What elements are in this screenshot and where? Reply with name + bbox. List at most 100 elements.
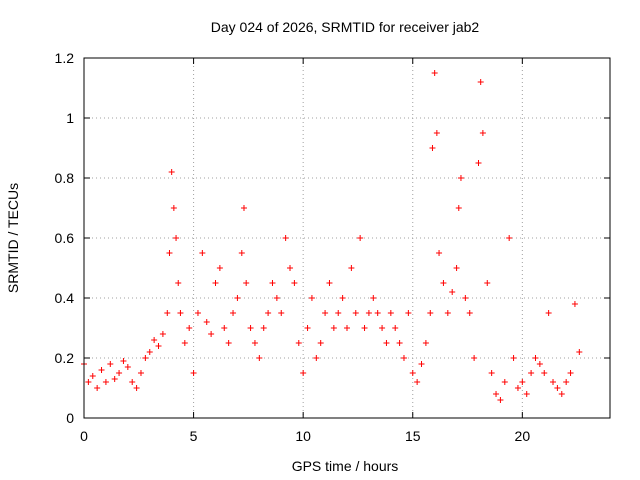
data-point	[177, 310, 184, 316]
data-point	[304, 325, 311, 331]
data-point	[361, 325, 368, 331]
data-point	[137, 370, 144, 376]
data-point	[477, 79, 484, 85]
data-point	[339, 295, 346, 301]
data-point	[409, 370, 416, 376]
data-point	[260, 325, 267, 331]
y-tick-label: 1.2	[55, 50, 75, 66]
grid-layer	[84, 58, 610, 418]
data-point	[203, 319, 210, 325]
data-point	[129, 379, 136, 385]
y-tick-label: 0.2	[55, 350, 75, 366]
data-point	[493, 391, 500, 397]
y-tick-label: 0.6	[55, 230, 75, 246]
data-point	[405, 310, 412, 316]
data-point	[440, 280, 447, 286]
data-point	[554, 385, 561, 391]
data-point	[238, 250, 245, 256]
y-tick-label: 0.4	[55, 290, 75, 306]
data-point	[251, 340, 258, 346]
data-point	[519, 379, 526, 385]
data-point	[348, 265, 355, 271]
data-point	[479, 130, 486, 136]
data-point	[199, 250, 206, 256]
data-point	[240, 205, 247, 211]
data-point	[532, 355, 539, 361]
data-point	[400, 355, 407, 361]
data-point	[155, 343, 162, 349]
data-point	[418, 361, 425, 367]
data-point	[563, 379, 570, 385]
data-point	[124, 364, 131, 370]
data-point	[300, 370, 307, 376]
data-point	[457, 175, 464, 181]
x-tick-label: 5	[190, 428, 198, 444]
data-point	[326, 280, 333, 286]
data-point	[175, 280, 182, 286]
data-point	[89, 373, 96, 379]
data-point	[282, 235, 289, 241]
y-tick-label: 0	[66, 410, 74, 426]
data-point	[352, 310, 359, 316]
data-point	[429, 145, 436, 151]
data-point	[558, 391, 565, 397]
data-point	[269, 280, 276, 286]
data-point	[166, 250, 173, 256]
data-point	[142, 355, 149, 361]
data-point	[98, 367, 105, 373]
data-point	[111, 376, 118, 382]
y-tick-label: 0.8	[55, 170, 75, 186]
data-point	[170, 205, 177, 211]
y-tick-label: 1	[66, 110, 74, 126]
x-axis-label: GPS time / hours	[292, 458, 399, 474]
data-point	[475, 160, 482, 166]
data-point	[471, 355, 478, 361]
y-axis: 0 0.2 0.4 0.6 0.8 1 1.2	[55, 50, 610, 426]
data-point	[392, 325, 399, 331]
data-point	[94, 385, 101, 391]
y-axis-label: SRMTID / TECUs	[5, 183, 21, 293]
data-point	[308, 295, 315, 301]
data-point	[335, 310, 342, 316]
data-point	[234, 295, 241, 301]
data-point	[536, 361, 543, 367]
data-point	[146, 349, 153, 355]
data-point	[523, 391, 530, 397]
data-point	[449, 289, 456, 295]
data-point	[278, 310, 285, 316]
data-point	[181, 340, 188, 346]
data-point	[462, 295, 469, 301]
x-tick-label: 10	[295, 428, 311, 444]
data-point	[545, 310, 552, 316]
x-axis: 0 5 10 15 20	[80, 58, 530, 444]
data-point	[190, 370, 197, 376]
data-point	[107, 361, 114, 367]
data-point	[370, 295, 377, 301]
data-point	[444, 310, 451, 316]
data-point	[396, 340, 403, 346]
data-point	[120, 358, 127, 364]
data-point	[488, 370, 495, 376]
data-point	[102, 379, 109, 385]
data-point	[186, 325, 193, 331]
x-tick-label: 20	[515, 428, 531, 444]
data-point	[164, 310, 171, 316]
data-point	[514, 385, 521, 391]
data-point	[427, 310, 434, 316]
data-points	[81, 70, 583, 403]
data-point	[422, 340, 429, 346]
data-point	[216, 265, 223, 271]
data-point	[506, 235, 513, 241]
data-point	[330, 325, 337, 331]
data-point	[116, 370, 123, 376]
data-point	[528, 370, 535, 376]
data-point	[159, 331, 166, 337]
data-point	[212, 280, 219, 286]
plot-frame	[83, 57, 611, 419]
data-point	[225, 340, 232, 346]
data-point	[431, 70, 438, 76]
data-point	[168, 169, 175, 175]
data-point	[344, 325, 350, 331]
data-point	[295, 340, 302, 346]
